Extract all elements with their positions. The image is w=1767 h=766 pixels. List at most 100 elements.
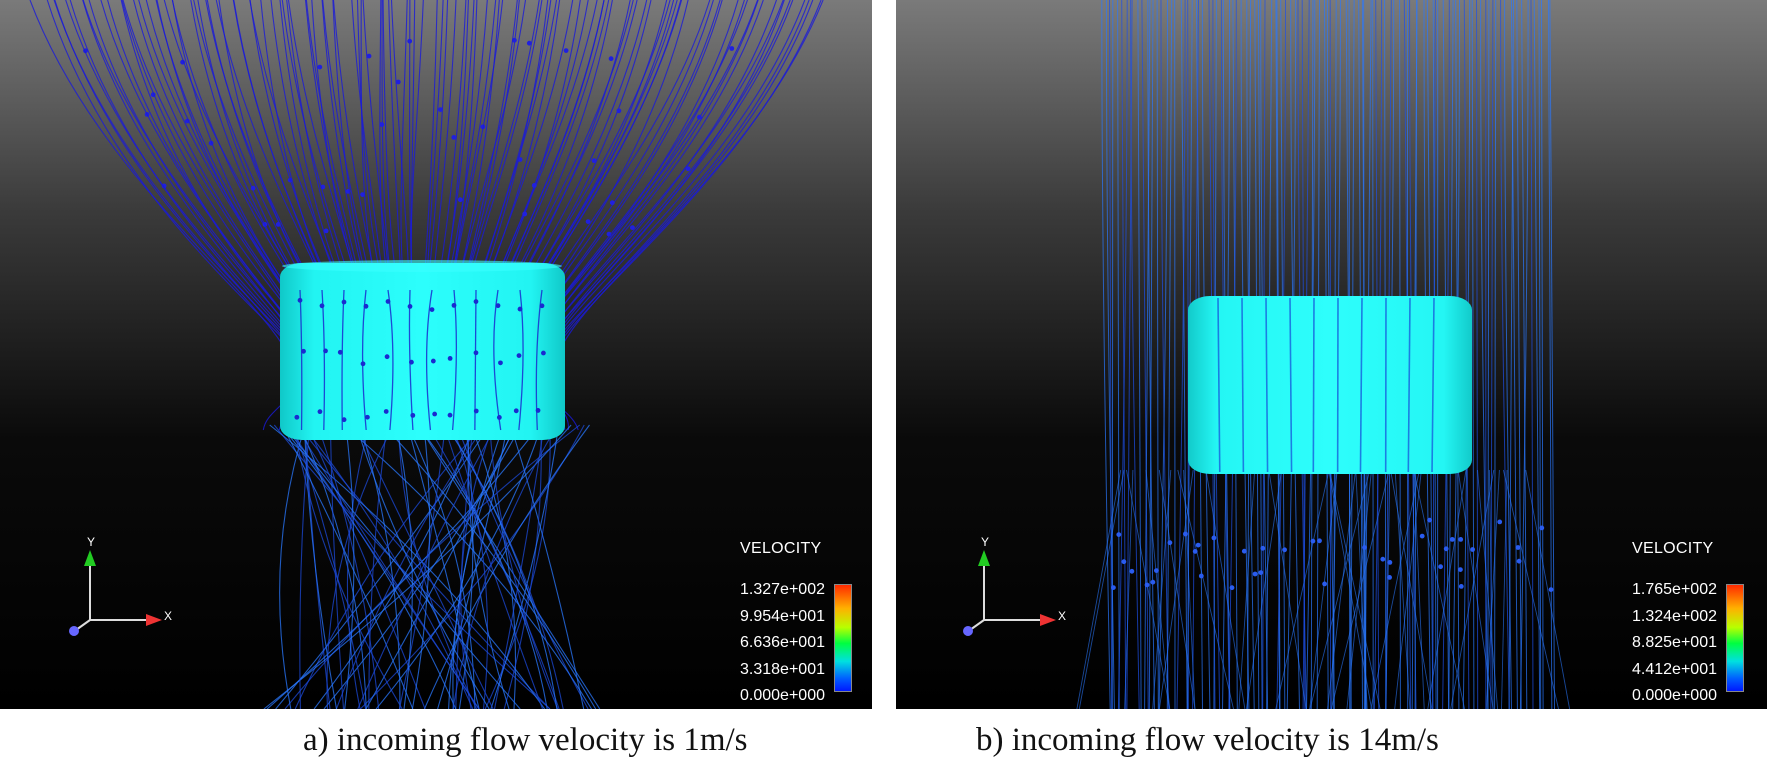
streamline-arrow xyxy=(1310,538,1316,544)
streamline-arrow xyxy=(1260,545,1266,551)
streamline xyxy=(407,424,476,709)
streamline-arrow xyxy=(531,183,537,188)
streamline-arrow xyxy=(697,114,702,120)
streamline-arrow xyxy=(1116,532,1122,537)
colorbar xyxy=(1726,584,1744,692)
streamline xyxy=(1538,0,1542,709)
streamline-arrow xyxy=(432,411,438,417)
streamline-arrow xyxy=(513,408,519,414)
streamline xyxy=(313,424,474,709)
streamline xyxy=(1494,0,1497,709)
streamline-arrow xyxy=(1497,519,1503,525)
streamline xyxy=(53,0,305,431)
streamline xyxy=(1176,0,1186,709)
streamline-arrow xyxy=(1241,548,1247,554)
streamline-arrow xyxy=(457,197,463,203)
streamline-arrow xyxy=(297,297,303,303)
streamline xyxy=(1289,297,1293,473)
legend-tick: 1.327e+002 xyxy=(740,581,825,598)
streamline xyxy=(423,424,590,709)
streamline xyxy=(298,424,367,709)
streamline xyxy=(303,424,338,709)
streamline-arrow xyxy=(250,185,256,191)
streamline xyxy=(306,424,426,709)
caption-b: b) incoming flow velocity is 14m/s xyxy=(976,722,1439,758)
legend-tick: 1.765e+002 xyxy=(1632,581,1717,598)
streamline xyxy=(344,424,355,709)
streamline xyxy=(1126,469,1171,709)
axis-triad-b: Y X xyxy=(963,535,1066,636)
streamline-arrow xyxy=(407,38,413,44)
streamline xyxy=(1265,297,1269,473)
streamline-arrow xyxy=(1470,547,1475,552)
streamline xyxy=(490,424,560,709)
streamline-arrow xyxy=(317,64,323,70)
streamline xyxy=(82,0,311,431)
streamline xyxy=(1471,0,1475,709)
axis-x-label: X xyxy=(164,609,172,623)
streamline-arrow xyxy=(395,79,401,85)
streamline xyxy=(1394,469,1422,709)
streamline-arrow xyxy=(1211,535,1217,541)
streamline xyxy=(382,424,597,709)
streamline-arrow xyxy=(337,349,343,355)
streamline xyxy=(1504,0,1512,709)
streamline-arrow xyxy=(409,359,414,365)
streamline xyxy=(1177,469,1234,709)
streamline xyxy=(417,424,548,709)
streamline xyxy=(1407,297,1411,473)
streamline xyxy=(368,424,388,709)
streamline xyxy=(1078,469,1125,709)
streamline-arrow xyxy=(319,303,325,309)
streamline-arrow xyxy=(1458,584,1464,589)
streamline-arrow xyxy=(1154,568,1159,573)
streamline xyxy=(1217,297,1221,473)
streamline xyxy=(1346,469,1372,709)
streamline-arrow xyxy=(1380,556,1386,562)
streamline-arrow xyxy=(539,303,545,309)
streamline xyxy=(361,289,367,431)
streamline xyxy=(1158,469,1196,709)
panel-a-flow-visualization: Y X VELOCITY 1.327e+002 9.954e+001 6.636… xyxy=(0,0,872,709)
streamline-arrow xyxy=(541,350,546,356)
legend-title: VELOCITY xyxy=(740,540,822,557)
streamline-arrow xyxy=(1387,560,1393,565)
streamline xyxy=(1485,469,1500,709)
streamline-arrow xyxy=(447,412,453,418)
streamline xyxy=(1501,469,1508,709)
streamline-arrow xyxy=(429,307,435,313)
streamline xyxy=(1241,297,1245,473)
streamline-arrow xyxy=(323,228,329,234)
streamline xyxy=(299,424,311,709)
streamline xyxy=(1183,469,1196,709)
streamline xyxy=(1502,469,1559,709)
streamline-arrow xyxy=(366,53,372,59)
streamline xyxy=(1488,469,1494,709)
streamline xyxy=(460,424,494,709)
streamline xyxy=(1156,0,1159,709)
legend-title: VELOCITY xyxy=(1632,540,1714,557)
streamline-arrow xyxy=(451,302,457,308)
streamline-arrow xyxy=(1282,547,1287,553)
streamline xyxy=(359,424,401,709)
streamline-arrow xyxy=(365,414,370,420)
legend-tick: 1.324e+002 xyxy=(1632,607,1717,625)
streamline xyxy=(1160,0,1169,709)
streamline xyxy=(1327,469,1357,709)
streamline xyxy=(294,424,484,709)
streamline xyxy=(411,424,431,709)
streamline xyxy=(1413,469,1466,709)
streamline xyxy=(1390,469,1433,709)
streamline xyxy=(1145,469,1171,709)
streamline-arrow xyxy=(473,350,479,356)
streamline-arrow xyxy=(360,192,365,198)
streamline xyxy=(1275,469,1330,709)
streamline xyxy=(355,424,494,709)
streamline xyxy=(69,0,314,431)
streamline xyxy=(518,289,524,431)
streamline-arrow xyxy=(1111,585,1116,590)
streamline xyxy=(1427,469,1467,709)
streamline xyxy=(549,0,824,431)
streamline xyxy=(1477,469,1499,709)
caption-a: a) incoming flow velocity is 1m/s xyxy=(303,722,748,758)
